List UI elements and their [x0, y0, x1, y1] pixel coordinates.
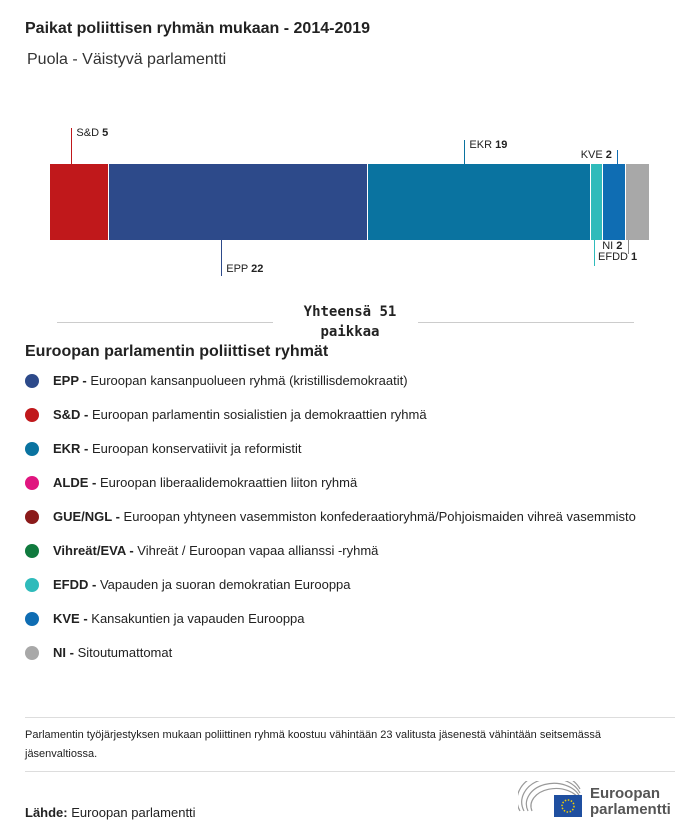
- legend-item: Vihreät/EVA - Vihreät / Euroopan vapaa a…: [25, 542, 645, 560]
- legend-abbr: EPP -: [53, 373, 87, 388]
- legend-item: EKR - Euroopan konservatiivit ja reformi…: [25, 440, 645, 458]
- legend-name: Kansakuntien ja vapauden Eurooppa: [87, 611, 305, 626]
- data-label: EKR 19: [469, 139, 508, 151]
- legend-dot-icon: [25, 544, 39, 558]
- legend-item: EPP - Euroopan kansanpuolueen ryhmä (kri…: [25, 372, 645, 390]
- legend-dot-icon: [25, 408, 39, 422]
- legend-item: ALDE - Euroopan liberaalidemokraattien l…: [25, 474, 645, 492]
- divider-left: [57, 322, 273, 323]
- legend-name: Euroopan liberaalidemokraattien liiton r…: [96, 475, 358, 490]
- legend-title: Euroopan parlamentin poliittiset ryhmät: [25, 343, 329, 360]
- legend-item: GUE/NGL - Euroopan yhtyneen vasemmiston …: [25, 508, 645, 526]
- legend-dot-icon: [25, 578, 39, 592]
- logo-line2: parlamentti: [590, 801, 671, 818]
- legend-dot-icon: [25, 510, 39, 524]
- legend-dot-icon: [25, 442, 39, 456]
- stacked-bar-chart: S&D 5 EPP 22 EKR 19 EFDD 1 KVE 2 NI 2: [0, 0, 700, 340]
- bar-segment-epp: [108, 164, 367, 240]
- legend-item: S&D - Euroopan parlamentin sosialistien …: [25, 406, 645, 424]
- bar-segment-ni: [626, 164, 649, 240]
- legend-abbr: KVE -: [53, 611, 88, 626]
- legend-name: Euroopan parlamentin sosialistien ja dem…: [88, 407, 427, 422]
- legend-item: EFDD - Vapauden ja suoran demokratian Eu…: [25, 576, 645, 594]
- legend-name: Vihreät / Euroopan vapaa allianssi -ryhm…: [133, 543, 379, 558]
- legend-abbr: ALDE -: [53, 475, 97, 490]
- legend-abbr: NI -: [53, 645, 74, 660]
- label-leader-line: [221, 240, 223, 276]
- legend-dot-icon: [25, 646, 39, 660]
- legend-item: NI - Sitoutumattomat: [25, 644, 645, 662]
- logo-line1: Euroopan: [590, 785, 660, 802]
- legend-name: Vapauden ja suoran demokratian Eurooppa: [96, 577, 351, 592]
- legend-dot-icon: [25, 476, 39, 490]
- legend: EPP - Euroopan kansanpuolueen ryhmä (kri…: [25, 372, 645, 678]
- bar-segment-ekr: [367, 164, 591, 240]
- label-leader-line: [464, 140, 466, 164]
- label-leader-line: [594, 240, 596, 266]
- data-label: NI 2: [602, 240, 623, 252]
- bar-segment-kve: [602, 164, 626, 240]
- legend-name: Euroopan konservatiivit ja reformistit: [88, 441, 302, 456]
- total-label: Yhteensä 51 paikkaa: [303, 304, 397, 340]
- label-leader-line: [616, 150, 618, 164]
- legend-name: Euroopan yhtyneen vasemmiston konfederaa…: [119, 509, 636, 524]
- legend-name: Euroopan kansanpuolueen ryhmä (kristilli…: [86, 373, 408, 388]
- source: Lähde: Euroopan parlamentti: [25, 805, 196, 820]
- legend-item: KVE - Kansakuntien ja vapauden Eurooppa: [25, 610, 645, 628]
- legend-abbr: GUE/NGL -: [53, 509, 120, 524]
- source-value: Euroopan parlamentti: [71, 805, 196, 820]
- legend-abbr: Vihreät/EVA -: [53, 543, 134, 558]
- logo-text: Euroopan parlamentti: [590, 786, 671, 818]
- source-label: Lähde:: [25, 805, 68, 820]
- data-label: EFDD 1: [598, 251, 638, 263]
- label-leader-line: [628, 240, 630, 254]
- parliament-logo-icon: [518, 781, 582, 817]
- legend-abbr: EKR -: [53, 441, 89, 456]
- legend-dot-icon: [25, 612, 39, 626]
- bar-segment-sd: [50, 164, 108, 240]
- label-leader-line: [71, 128, 73, 164]
- legend-dot-icon: [25, 374, 39, 388]
- bar-segment-efdd: [591, 164, 602, 240]
- footnote: Parlamentin työjärjestyksen mukaan polii…: [25, 717, 675, 772]
- legend-name: Sitoutumattomat: [73, 645, 173, 660]
- data-label: S&D 5: [76, 127, 109, 139]
- divider-right: [418, 322, 634, 323]
- legend-abbr: S&D -: [53, 407, 89, 422]
- page-title: Paikat poliittisen ryhmän mukaan - 2014-…: [25, 20, 371, 37]
- legend-abbr: EFDD -: [53, 577, 97, 592]
- page-subtitle: Puola - Väistyvä parlamentti: [27, 51, 227, 68]
- data-label: KVE 2: [580, 149, 612, 161]
- data-label: EPP 22: [226, 263, 264, 275]
